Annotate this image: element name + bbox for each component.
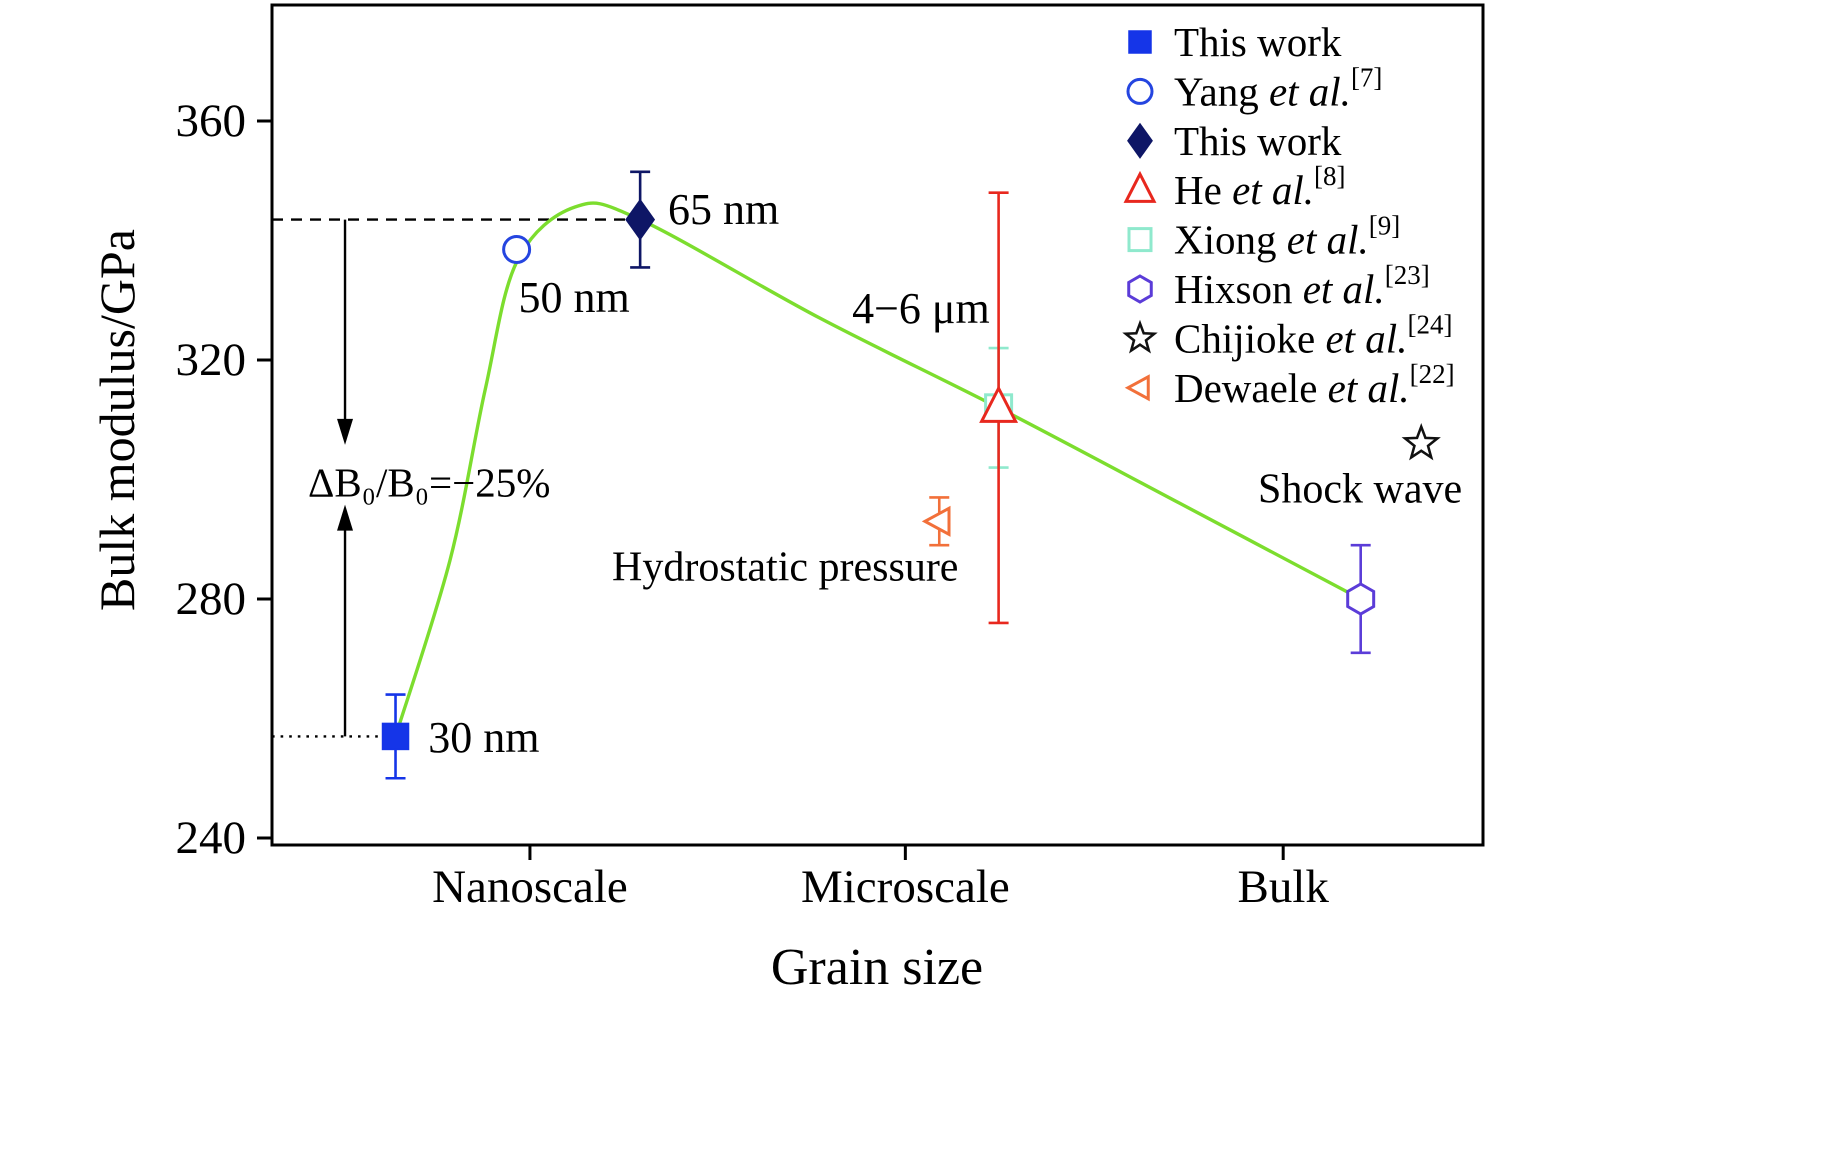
legend-label: Dewaele et al.[22] — [1174, 359, 1455, 411]
legend-marker-hexagon-icon — [1127, 274, 1153, 304]
legend-item-4: Xiong et al.[9] — [1127, 211, 1400, 263]
annotation-text: 4−6 μm — [852, 284, 990, 333]
legend-item-0: This work — [1128, 19, 1342, 65]
legend-marker-star-icon — [1122, 319, 1158, 354]
y-tick-label: 320 — [176, 334, 247, 386]
legend-marker-diamond-icon — [1127, 122, 1153, 159]
point-this-work-30nm — [381, 722, 410, 751]
point-he — [979, 384, 1019, 423]
annotation-text: 65 nm — [668, 185, 779, 234]
point-chijioke — [1401, 423, 1441, 461]
x-tick-label: Microscale — [801, 861, 1010, 913]
legend-item-2: This work — [1127, 118, 1342, 164]
x-tick-label: Bulk — [1237, 861, 1329, 913]
x-tick-label: Nanoscale — [432, 861, 628, 913]
legend-marker-square-icon — [1128, 30, 1152, 54]
legend-label: Chijioke et al.[24] — [1174, 309, 1452, 361]
y-tick-label: 240 — [176, 812, 247, 864]
legend-label: He et al.[8] — [1174, 161, 1346, 213]
legend-marker-square-icon — [1127, 227, 1153, 253]
legend-label: Xiong et al.[9] — [1174, 211, 1400, 263]
delta-arrows — [337, 219, 354, 737]
point-dewaele — [921, 505, 951, 537]
data-points — [381, 198, 1441, 751]
legend-label: This work — [1174, 19, 1342, 65]
legend-item-1: Yang et al.[7] — [1126, 62, 1382, 114]
point-yang-50nm — [502, 234, 532, 264]
annotation-text: 50 nm — [518, 273, 629, 322]
point-hixson — [1346, 582, 1376, 616]
legend-item-7: Dewaele et al.[22] — [1124, 359, 1455, 411]
x-axis-title: Grain size — [770, 939, 984, 996]
reference-lines — [272, 218, 641, 738]
annotation-text: Hydrostatic pressure — [612, 544, 958, 590]
legend-item-3: He et al.[8] — [1123, 161, 1346, 213]
point-this-work-65nm — [625, 198, 656, 241]
legend-marker-triangle-left-icon — [1124, 374, 1150, 402]
annotation-text: Shock wave — [1258, 467, 1462, 513]
annotations: 65 nm 50 nm 30 nm 4−6 μm Hydrostatic pressur… — [308, 185, 1462, 762]
y-tick-label: 360 — [176, 95, 247, 147]
legend-label: Hixson et al.[23] — [1174, 260, 1430, 312]
legend-label: Yang et al.[7] — [1174, 62, 1382, 114]
annotation-text: 30 nm — [428, 713, 539, 762]
axes: 240 280 320 360 Nanoscale Microscale Bulk — [176, 3, 1485, 913]
y-axis-title: Bulk modulus/GPa — [89, 229, 145, 611]
legend-marker-circle-icon — [1126, 77, 1154, 105]
legend-label: This work — [1174, 118, 1342, 164]
annotation-text: ΔB₀/B₀=−25% — [308, 459, 550, 505]
legend-item-5: Hixson et al.[23] — [1127, 260, 1430, 312]
plot-border — [270, 3, 1485, 847]
legend-marker-triangle-up-icon — [1123, 170, 1157, 203]
legend-item-6: Chijioke et al.[24] — [1122, 309, 1452, 361]
y-tick-label: 280 — [176, 573, 247, 625]
